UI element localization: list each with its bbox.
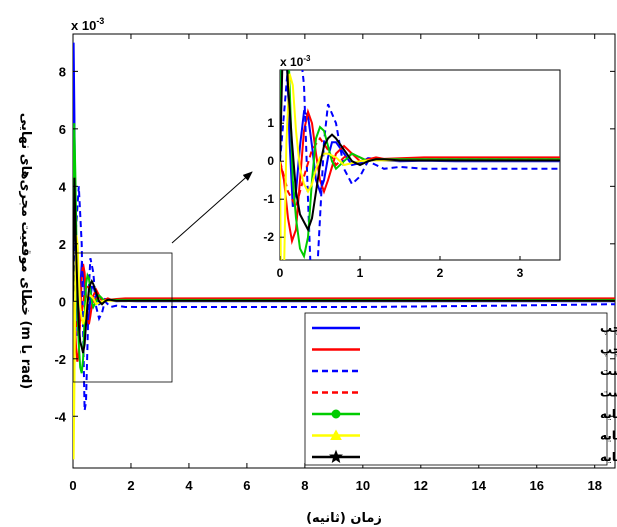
- y-tick-label: 8: [59, 64, 66, 79]
- inset-y-multiplier: x 10-3: [280, 54, 311, 69]
- legend-label-1: خطای موقعیت عرضی مجری نهایی چپ: [600, 343, 617, 358]
- y-tick-label: 2: [59, 237, 66, 252]
- inset-y-tick-label: -2: [263, 230, 274, 244]
- legend-label-2: خطای موقعیت طولی مجری نهایی راست: [600, 364, 617, 379]
- series-4-marker: [331, 409, 341, 419]
- y-tick-label: 4: [59, 179, 67, 194]
- inset-y-tick-label: 1: [267, 116, 274, 130]
- x-tick-label: 16: [530, 478, 544, 493]
- legend-label-5: خطای موقعیت عرضی پایه: [600, 429, 617, 444]
- inset-y-tick-label: -1: [263, 192, 274, 206]
- x-tick-label: 8: [301, 478, 308, 493]
- y-tick-label: 0: [59, 294, 66, 309]
- legend-label-4: خطای موقعیت طولی پایه: [600, 407, 617, 422]
- x-tick-label: 2: [127, 478, 134, 493]
- main-series-group: [73, 42, 615, 460]
- x-axis-label: زمان (ثانیه): [306, 511, 382, 526]
- y-tick-label: -2: [54, 352, 66, 367]
- series-5-marker: [330, 429, 342, 440]
- legend-label-0: خطای موقعیت طولی مجری نهایی چپ: [600, 321, 617, 336]
- inset-y-tick-label: 0: [267, 154, 274, 168]
- x-tick-label: 10: [356, 478, 370, 493]
- inset-series-line-6: [280, 70, 560, 233]
- main-series-line-2: [73, 186, 615, 411]
- y-tick-label: 6: [59, 122, 66, 137]
- series-6-marker: [329, 449, 343, 464]
- x-tick-label: 0: [69, 478, 76, 493]
- inset-ticks-group: 0 1 2 3 -2 -1 0 1: [263, 116, 523, 280]
- y-axis-label: خطای موقعیت مجری‌های نهایی (m یا rad): [18, 113, 33, 389]
- legend-label-3: خطای موقعیت عرضی مجری نهایی راست: [600, 386, 617, 401]
- x-tick-label: 18: [587, 478, 601, 493]
- x-tick-label: 14: [472, 478, 487, 493]
- legend-label-6: خطای جهت گیری پایه: [600, 450, 617, 464]
- zoom-arrow: [171, 171, 253, 244]
- inset-x-tick-label: 0: [277, 266, 284, 280]
- main-y-multiplier: x 10-3: [71, 16, 104, 33]
- y-tick-label: -4: [54, 409, 66, 424]
- x-tick-label: 12: [414, 478, 428, 493]
- inset-series-group: [280, 70, 560, 260]
- inset-x-tick-label: 1: [357, 266, 364, 280]
- x-tick-label: 4: [185, 478, 193, 493]
- main-series-line-6: [73, 177, 615, 354]
- legend: خطای موقعیت طولی مجری نهایی چپ خطای موقعی…: [304, 312, 617, 466]
- legend-box: [304, 312, 608, 466]
- inset-x-tick-label: 3: [517, 266, 524, 280]
- inset-series-line-2: [280, 70, 560, 260]
- inset-series-line-4: [280, 70, 560, 260]
- x-tick-label: 6: [243, 478, 250, 493]
- zoom-region-box: [72, 252, 173, 383]
- inset-x-tick-label: 2: [437, 266, 444, 280]
